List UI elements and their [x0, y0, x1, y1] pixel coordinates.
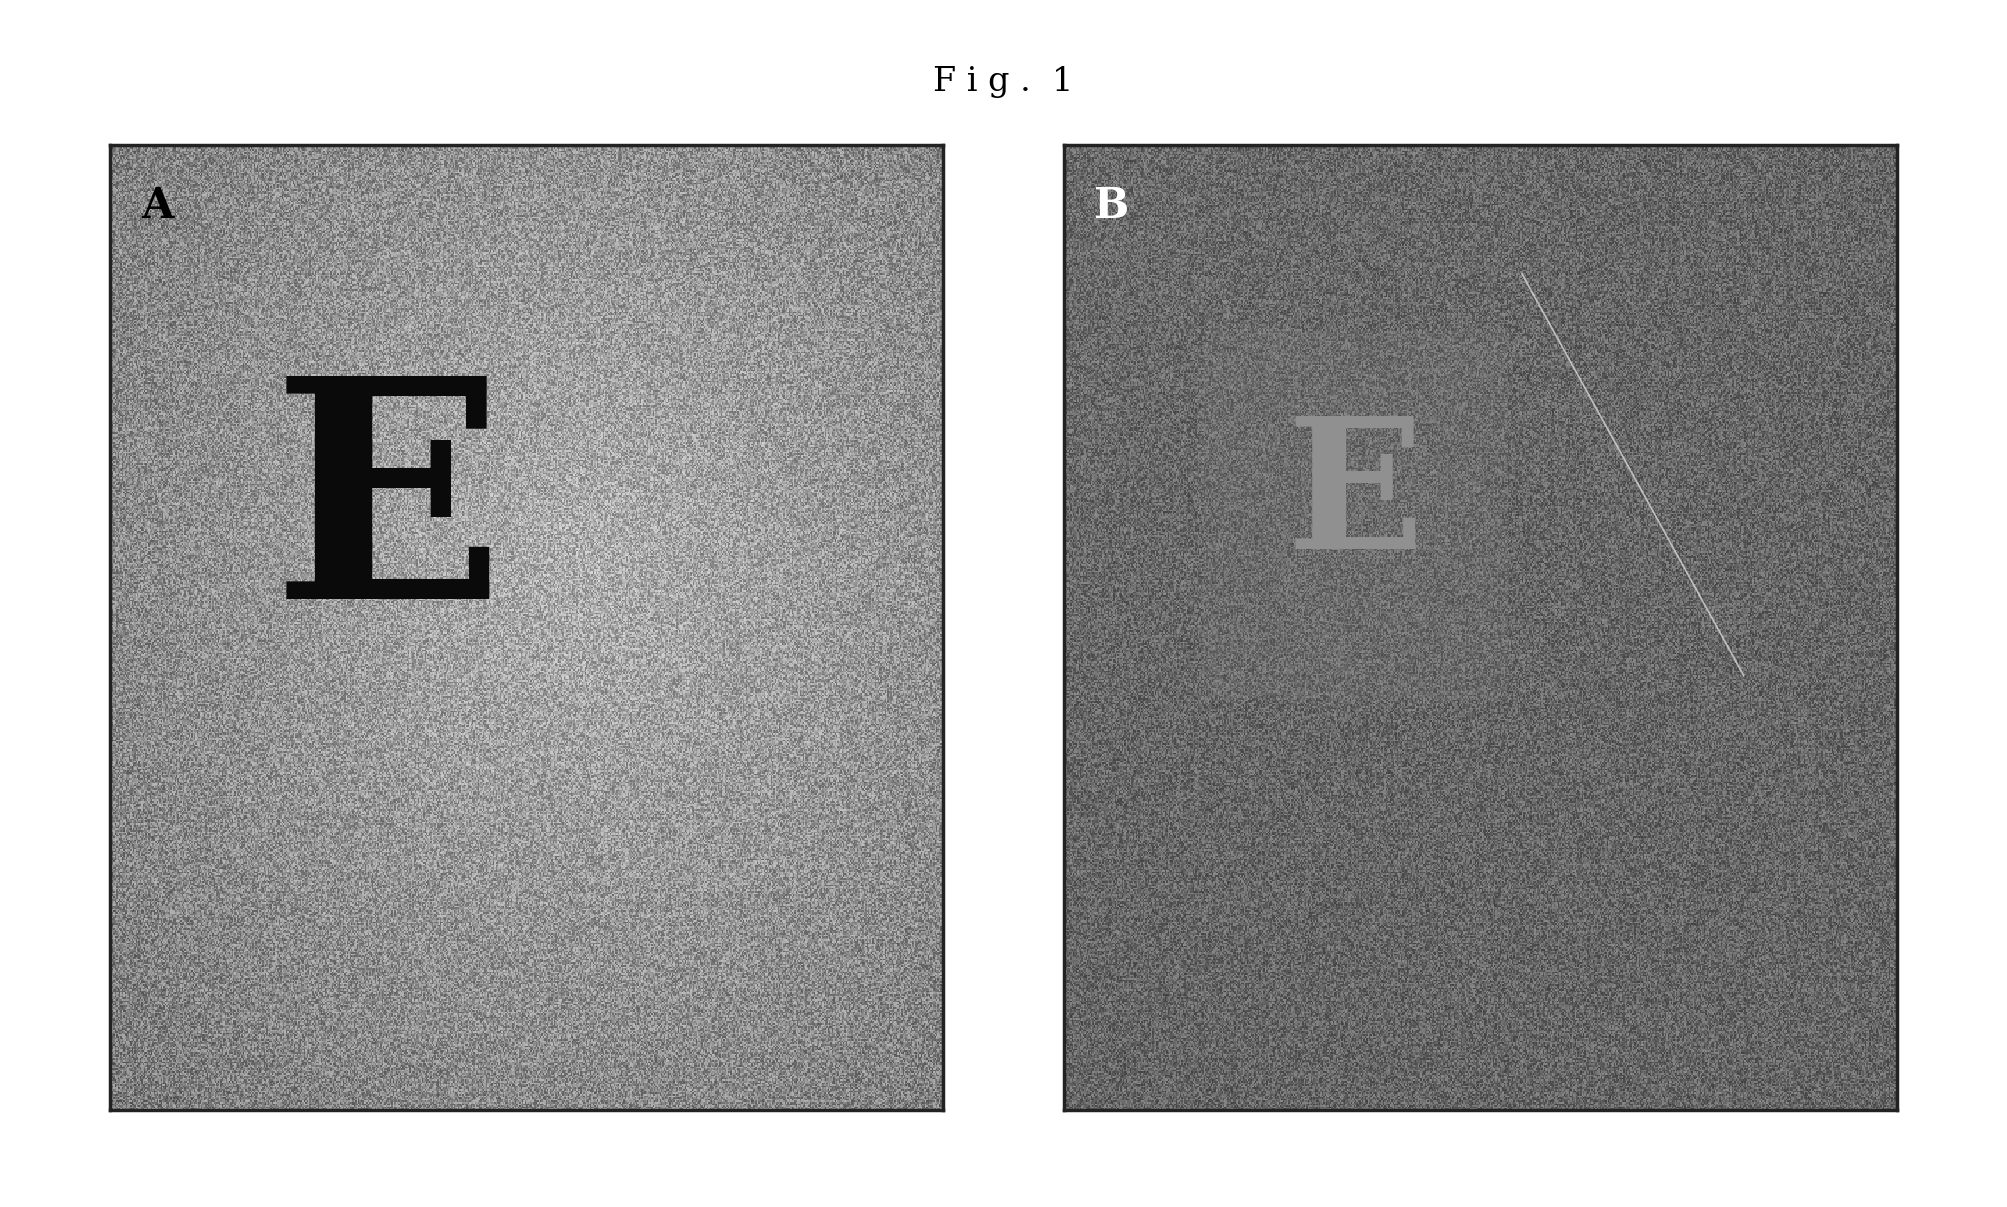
Text: E: E	[1286, 410, 1425, 587]
Text: A: A	[140, 185, 173, 227]
Text: B: B	[1094, 185, 1130, 227]
Text: F i g .  1: F i g . 1	[933, 66, 1074, 99]
Bar	[1202, 330, 1507, 700]
Text: E: E	[271, 367, 504, 663]
